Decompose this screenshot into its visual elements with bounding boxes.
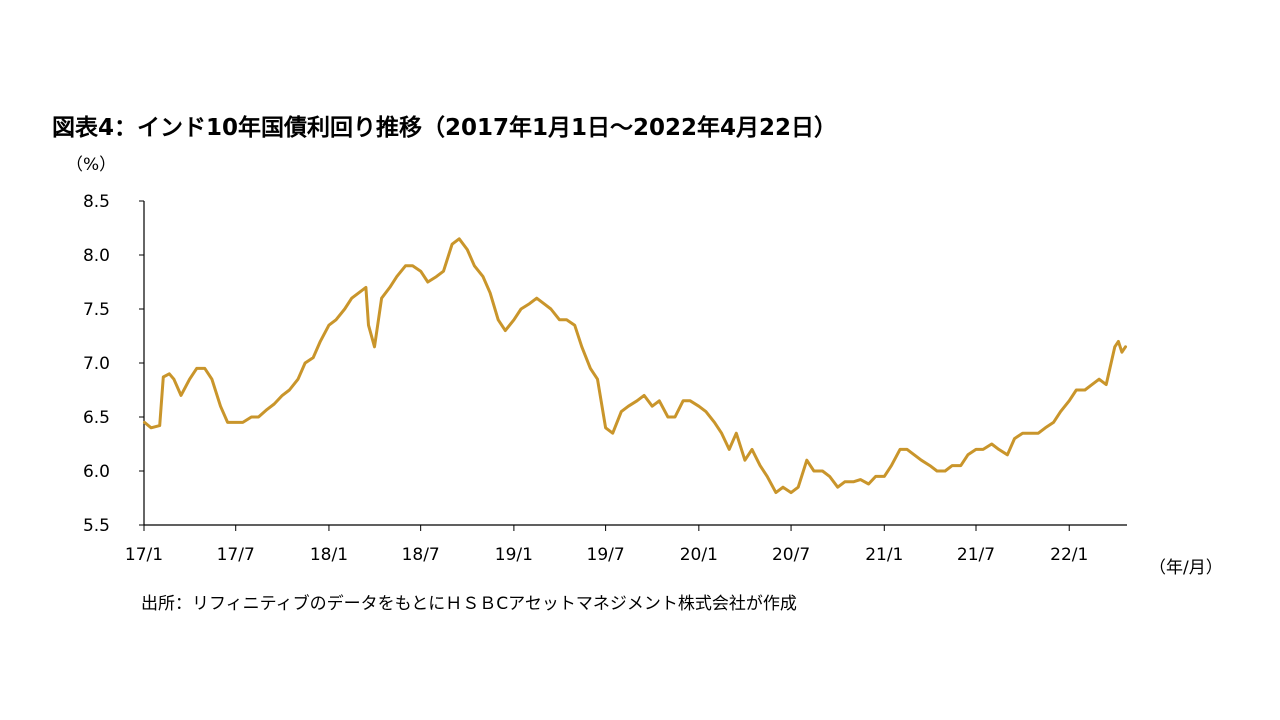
- y-tick-label: 6.0: [83, 462, 110, 482]
- series-line-0: [143, 237, 1127, 495]
- x-tick-label: 19/7: [587, 545, 625, 565]
- source-note: 出所：リフィニティブのデータをもとにＨＳＢCアセットマネジメント株式会社が作成: [141, 594, 797, 614]
- y-tick-label: 7.5: [83, 300, 110, 320]
- x-tick-label: 17/7: [217, 545, 255, 565]
- x-tick-label: 21/1: [865, 545, 903, 565]
- y-tick-label: 7.0: [83, 354, 110, 374]
- x-tick-label: 18/7: [402, 545, 440, 565]
- chart-axes: [143, 201, 1127, 526]
- x-tick-label: 20/7: [772, 545, 810, 565]
- x-axis-ticks: 17/1 17/7 18/1 18/7 19/1 19/7 20/1 20/7 21/1 21/7…: [125, 525, 1088, 565]
- y-axis-ticks: 8.5 8.0 7.5 7.0 6.5 6.0 5.5: [83, 192, 144, 536]
- x-tick-label: 18/1: [310, 545, 348, 565]
- x-tick-label: 17/1: [125, 545, 163, 565]
- y-tick-label: 8.0: [83, 246, 110, 266]
- x-tick-label: 22/1: [1050, 545, 1088, 565]
- x-axis-unit-label: （年/月）: [1149, 558, 1223, 578]
- x-tick-label: 20/1: [680, 545, 718, 565]
- y-tick-label: 5.5: [83, 516, 110, 536]
- x-tick-label: 21/7: [957, 545, 995, 565]
- y-axis-unit-label: （%）: [66, 155, 117, 175]
- x-tick-label: 19/1: [495, 545, 533, 565]
- y-tick-label: 6.5: [83, 408, 110, 428]
- y-tick-label: 8.5: [83, 192, 110, 212]
- chart-title: 図表4：インド10年国債利回り推移（2017年1月1日～2022年4月22日）: [52, 115, 838, 141]
- series-layer: [143, 237, 1127, 495]
